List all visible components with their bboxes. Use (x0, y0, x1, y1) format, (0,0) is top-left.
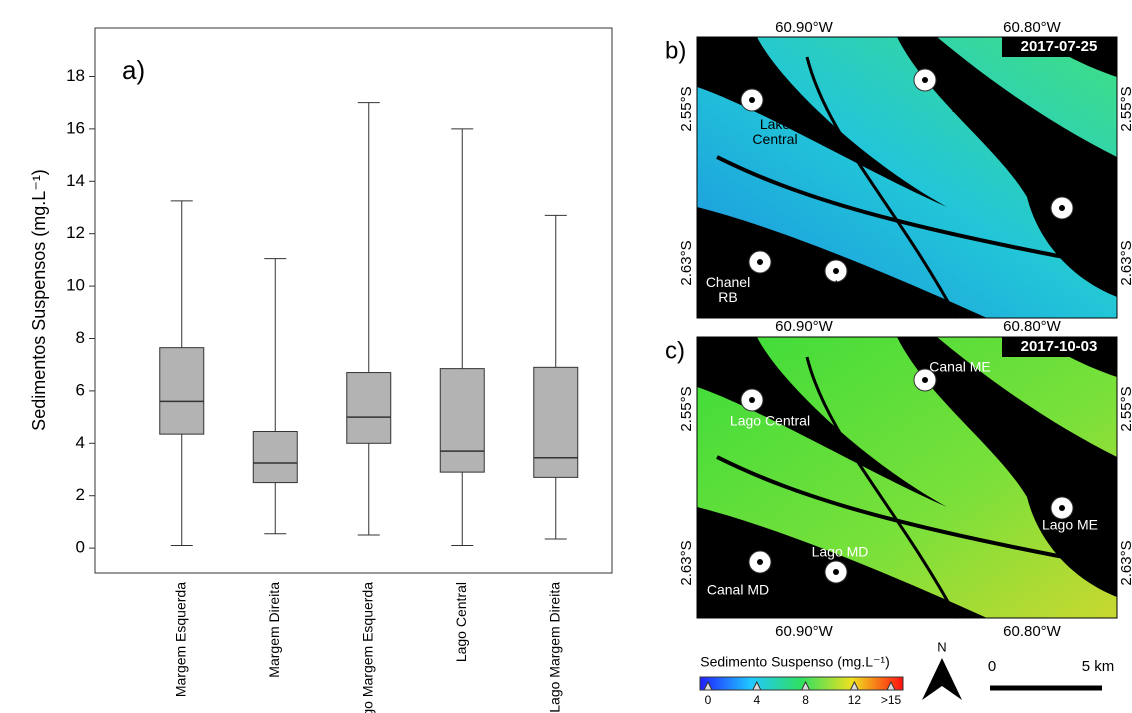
y-tick-label: 10 (66, 276, 85, 295)
latitude-label: 2.63°S (678, 540, 695, 585)
panel-label: b) (665, 37, 686, 64)
latitude-label: 2.55°S (1118, 86, 1132, 131)
channel (716, 455, 1118, 569)
site-dot (757, 259, 763, 265)
plot-frame (94, 27, 613, 574)
y-tick-label: 18 (66, 66, 85, 85)
panel-label: a) (122, 55, 145, 85)
x-tick-label: Lago Margem Esquerda (359, 582, 375, 713)
box (439, 368, 485, 473)
latitude-label: 2.55°S (678, 86, 695, 131)
land (897, 37, 1117, 297)
site-label: Chanel LB (937, 84, 983, 115)
y-tick-label: 14 (66, 171, 85, 190)
latitude-label: 2.63°S (1118, 240, 1132, 285)
latitude-label: 2.55°S (1118, 386, 1132, 431)
colorbar-tick (849, 680, 860, 691)
longitude-label: 60.90°W (775, 318, 834, 335)
site-dot (749, 97, 755, 103)
y-tick-label: 4 (76, 433, 85, 452)
site-label: Lake Central (752, 116, 798, 147)
x-tick-label: Lago Margem Direita (546, 582, 562, 713)
site-label: Canal ME (929, 358, 991, 375)
box (346, 372, 392, 444)
colorbar (699, 676, 904, 691)
channel (805, 356, 959, 619)
date-label: 2017-07-25 (1021, 38, 1098, 55)
longitude-label: 60.80°W (1003, 19, 1062, 36)
north-label: N (937, 639, 946, 654)
box (252, 431, 298, 484)
site-dot (833, 268, 839, 274)
site-dot (1059, 505, 1065, 511)
colorbar-tick-label: >15 (881, 693, 902, 707)
y-tick-label: 16 (66, 118, 85, 137)
longitude-label: 60.80°W (1003, 623, 1062, 640)
colorbar-tick (703, 680, 713, 691)
site-label: Chanel LB (1039, 146, 1085, 177)
date-box (1002, 37, 1117, 57)
colorbar-tick (886, 680, 896, 691)
channel (805, 56, 959, 319)
y-tick-label: 12 (66, 223, 85, 242)
box (159, 347, 205, 435)
longitude-label: 60.90°W (775, 19, 834, 36)
site-label: Lago ME (1041, 516, 1099, 533)
channel (716, 155, 1118, 269)
site-label: Canal MD (706, 581, 770, 598)
y-tick-label: 2 (76, 485, 85, 504)
x-tick-label: Margem Esquerda (172, 582, 188, 697)
colorbar-tick-label: 4 (753, 693, 760, 707)
latitude-label: 2.55°S (678, 386, 695, 431)
x-tick-label: Lago Central (453, 582, 469, 662)
colorbar-tick-label: 0 (705, 693, 712, 707)
land (897, 337, 1117, 597)
colorbar-tick-label: 12 (848, 693, 862, 707)
date-box (1002, 337, 1117, 357)
latitude-label: 2.63°S (1118, 540, 1132, 585)
latitude-label: 2.63°S (678, 240, 695, 285)
panel-label: c) (665, 337, 685, 364)
site-label: Lake RB (819, 277, 873, 294)
site-dot (749, 397, 755, 403)
map-frame (696, 36, 1118, 319)
site-label: Lago Central (729, 412, 811, 429)
y-axis-label: Sedimentos Suspensos (mg.L⁻¹) (29, 169, 49, 431)
map-frame (696, 336, 1118, 619)
y-tick-label: 8 (76, 328, 85, 347)
x-tick-label: Margem Direita (266, 582, 282, 678)
land (697, 37, 947, 207)
site-label: Chanel RB (705, 274, 751, 305)
scale-label: 0 (988, 658, 996, 675)
y-tick-label: 6 (76, 380, 85, 399)
longitude-label: 60.90°W (775, 623, 834, 640)
site-label: Lago MD (811, 543, 869, 560)
site-dot (922, 77, 928, 83)
scale-label: 5 km (1082, 658, 1115, 675)
colorbar-tick (800, 680, 811, 691)
site-dot (833, 569, 839, 575)
land (697, 337, 947, 507)
box (533, 366, 579, 478)
longitude-label: 60.80°W (1003, 318, 1062, 335)
colorbar-tick (751, 680, 762, 691)
legend-title: Sedimento Suspenso (mg.L⁻¹) (700, 654, 889, 670)
colorbar-tick-label: 8 (802, 693, 809, 707)
north-arrow (922, 658, 962, 700)
site-dot (757, 559, 763, 565)
site-dot (1059, 205, 1065, 211)
y-tick-label: 0 (76, 538, 85, 557)
date-label: 2017-10-03 (1021, 338, 1098, 355)
site-dot (922, 377, 928, 383)
